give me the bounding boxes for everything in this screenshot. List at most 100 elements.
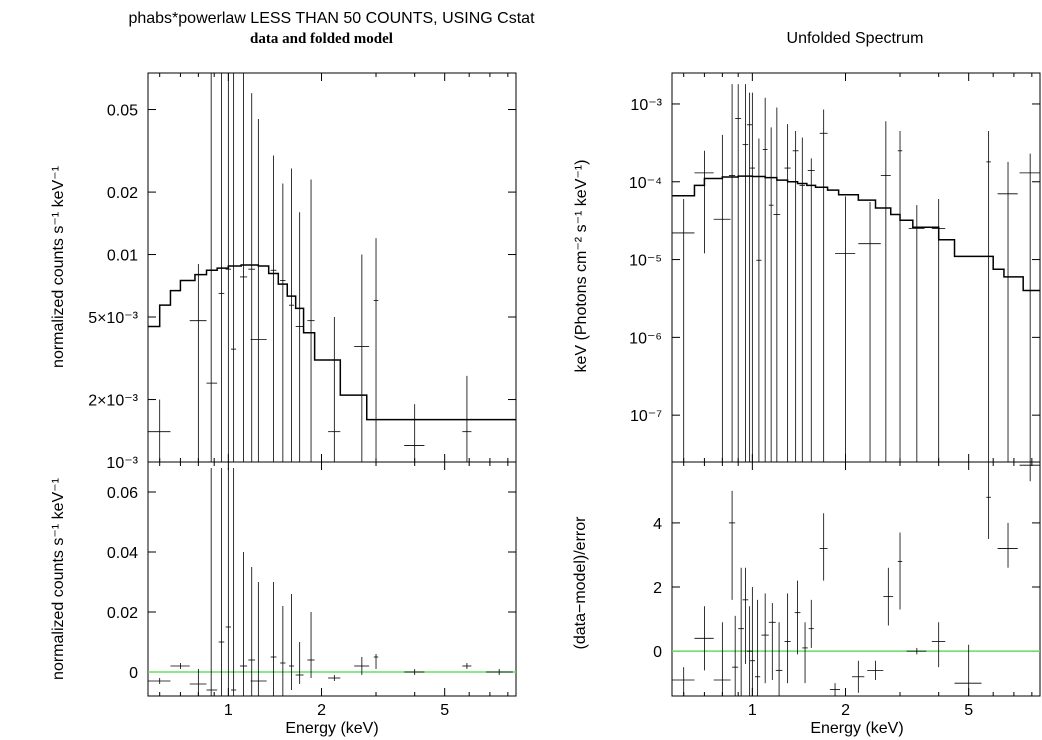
- data-point: [295, 212, 304, 462]
- data-point: [835, 196, 856, 462]
- data-point: [713, 134, 731, 462]
- data-point: [250, 582, 267, 696]
- data-point: [784, 124, 791, 462]
- data-point: [775, 622, 783, 696]
- data-point: [218, 73, 225, 462]
- top-right-panel: 10⁻³ 10⁻⁴ 10⁻⁵ 10⁻⁶ 10⁻⁷: [629, 72, 1041, 463]
- data-point: [288, 168, 295, 462]
- data-point: [295, 642, 304, 684]
- top-right-frame: [671, 72, 1041, 463]
- data-point: [738, 567, 745, 696]
- data-point: [206, 468, 218, 696]
- data-point: [784, 593, 791, 684]
- data-point: [799, 137, 806, 462]
- data-point: [746, 92, 753, 462]
- data-point: [462, 375, 472, 462]
- data-point: [986, 130, 991, 462]
- data-point: [883, 567, 894, 626]
- y-tick-label: 0.02: [107, 185, 138, 202]
- data-point: [755, 599, 761, 696]
- y-tick-label: 10⁻⁵: [629, 253, 662, 270]
- data-point: [792, 130, 799, 462]
- y-tick-label: 0.05: [107, 103, 138, 120]
- data-point: [231, 468, 237, 696]
- data-point: [1019, 153, 1040, 462]
- x-tick-label: 1: [224, 702, 233, 719]
- data-point: [170, 663, 190, 669]
- data-point: [694, 150, 714, 254]
- data-point: [672, 199, 695, 462]
- data-point: [694, 606, 714, 671]
- data-point: [328, 675, 341, 681]
- y-tick-label: 0: [653, 644, 662, 661]
- data-point: [807, 158, 815, 462]
- left-xlabel: Energy (keV): [285, 720, 379, 737]
- data-point: [231, 73, 237, 462]
- y-tick-label: 0.01: [107, 248, 138, 265]
- data-point: [225, 468, 232, 696]
- data-point: [829, 683, 841, 696]
- y-tick-label: 4: [653, 516, 662, 533]
- data-point: [908, 205, 925, 462]
- y-tick-label: 0.06: [107, 485, 138, 502]
- bottom-left-panel: 1 2 5 0.06 0.04 0.02 0: [107, 461, 517, 719]
- top-left-model-line: [148, 264, 516, 421]
- data-point: [270, 582, 277, 696]
- unfolded-title: Unfolded Spectrum: [786, 30, 924, 47]
- data-point: [248, 567, 256, 696]
- data-point: [713, 622, 731, 696]
- data-point: [749, 92, 756, 462]
- y-tick-label: 5×10⁻³: [88, 310, 138, 327]
- data-point: [218, 468, 225, 696]
- data-point: [354, 254, 370, 462]
- data-point: [486, 669, 513, 675]
- data-point: [897, 130, 903, 462]
- y-tick-label: 0: [129, 665, 138, 682]
- data-point: [756, 138, 762, 462]
- y-tick-label: 10⁻⁶: [629, 330, 662, 347]
- data-point: [354, 657, 370, 675]
- data-point: [794, 580, 801, 655]
- data-point: [762, 97, 768, 462]
- data-point: [728, 84, 736, 462]
- data-point: [768, 603, 776, 680]
- x-tick-label: 1: [748, 702, 757, 719]
- data-point: [288, 594, 295, 690]
- data-point: [239, 552, 248, 696]
- data-point: [802, 622, 808, 684]
- data-point: [746, 606, 753, 696]
- data-point: [931, 199, 946, 462]
- data-point: [280, 606, 286, 696]
- data-point: [307, 179, 315, 462]
- y-tick-label: 10⁻⁷: [630, 408, 662, 425]
- data-point: [808, 599, 814, 648]
- y-tick-label: 0.02: [107, 605, 138, 622]
- data-point: [954, 644, 982, 696]
- data-point: [404, 669, 425, 675]
- data-point: [189, 264, 207, 462]
- bottom-left-frame: [147, 461, 517, 697]
- x-tick-label: 2: [841, 702, 850, 719]
- data-point: [867, 660, 884, 680]
- data-point: [280, 183, 286, 462]
- data-point: [248, 93, 256, 462]
- y-tick-label: 2: [653, 580, 662, 597]
- x-tick-label: 5: [440, 702, 449, 719]
- bottom-right-frame: [671, 461, 1041, 697]
- data-point: [189, 669, 207, 696]
- data-point: [906, 647, 927, 655]
- bottom-right-panel: 1 2 5 4 2 0: [653, 461, 1041, 719]
- data-point: [728, 490, 736, 600]
- data-point: [206, 73, 218, 462]
- data-point: [858, 201, 881, 462]
- chart-title: phabs*powerlaw LESS THAN 50 COUNTS, USIN…: [128, 10, 535, 27]
- data-point: [768, 127, 774, 462]
- data-point: [239, 73, 248, 462]
- x-tick-label: 2: [317, 702, 326, 719]
- chart-subtitle: data and folded model: [250, 31, 393, 47]
- data-point: [880, 121, 891, 462]
- top-left-frame: [147, 72, 517, 463]
- data-point: [732, 615, 739, 696]
- data-point: [462, 663, 472, 669]
